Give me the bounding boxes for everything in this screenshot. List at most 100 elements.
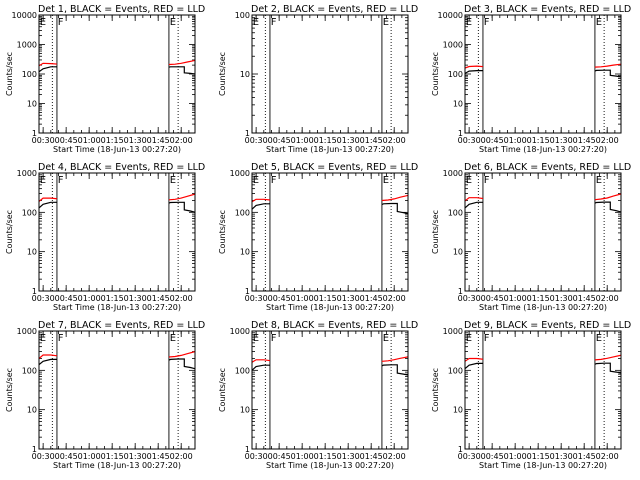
y-ticks [465,14,621,134]
x-ticks [42,15,190,133]
segment-marker-f: F [484,17,490,28]
plot-frame [464,14,622,134]
x-tick-label: 02:00 [170,294,193,303]
y-ticks [39,14,195,134]
y-tick-label: 10 [453,406,463,415]
series-group [39,343,196,370]
y-ticks [252,330,408,450]
plot-frame [464,172,622,292]
x-tick-label: 01:00 [78,452,101,461]
y-tick-label: 100 [448,208,463,217]
x-tick-label: 00:45 [55,452,78,461]
y-axis-label: Counts/sec [5,368,14,412]
x-axis-label: Start Time (18-Jun-13 00:27:20) [53,461,181,470]
segment-marker-e: E [253,175,259,186]
x-tick-label: 01:30 [337,294,360,303]
y-ticks [39,172,195,292]
x-axis-label: Start Time (18-Jun-13 00:27:20) [266,303,394,312]
x-ticks [255,331,403,449]
y-tick-label: 1 [245,445,250,454]
x-tick-label: 00:45 [481,452,504,461]
x-tick-label: 01:15 [101,136,124,145]
x-tick-label: 01:00 [291,452,314,461]
x-tick-label: 00:45 [268,452,291,461]
x-tick-label: 01:15 [314,452,337,461]
x-tick-label: 01:30 [337,452,360,461]
x-ticks [42,173,190,291]
panel-title: Det 6, BLACK = Events, RED = LLD [464,162,631,173]
segment-marker-f: F [484,175,490,186]
x-tick-label: 00:30 [32,294,55,303]
x-tick-label: 01:00 [504,294,527,303]
y-tick-label: 1000 [443,327,463,336]
x-axis-label: Start Time (18-Jun-13 00:27:20) [479,145,607,154]
y-axis-label: Counts/sec [218,210,227,254]
series-group [252,348,409,376]
series-group [465,347,621,374]
x-axis-label: Start Time (18-Jun-13 00:27:20) [266,461,394,470]
events-series-line [39,66,196,75]
y-tick-label: 1 [32,287,37,296]
y-tick-label: 10 [27,248,37,257]
x-tick-label: 01:00 [504,136,527,145]
x-ticks [42,331,190,449]
segment-marker-e: E [253,333,259,344]
y-tick-label: 10000 [438,11,463,20]
panel-title: Det 5, BLACK = Events, RED = LLD [251,162,418,173]
x-tick-label: 01:30 [550,136,573,145]
x-tick-label: 01:45 [360,452,383,461]
segment-marker-f: F [58,175,64,186]
segment-marker-e: E [253,17,259,28]
x-ticks [468,15,616,133]
detector-panel-5: Det 5, BLACK = Events, RED = LLD Counts/s… [218,162,418,312]
segment-marker-f: F [271,175,277,186]
plot-frame [251,14,409,134]
y-tick-label: 1000 [17,327,37,336]
y-tick-label: 1000 [443,41,463,50]
detector-panel-7: Det 7, BLACK = Events, RED = LLD Counts/s… [5,320,205,470]
y-tick-label: 10 [240,248,250,257]
series-group [465,186,621,213]
segment-marker-e: E [383,175,389,186]
lld-series-line [39,54,196,67]
y-tick-label: 1 [245,287,250,296]
plot-frame [38,14,196,134]
x-tick-label: 01:45 [360,294,383,303]
x-tick-label: 01:15 [314,136,337,145]
panel-title: Det 9, BLACK = Events, RED = LLD [464,320,631,331]
x-tick-label: 02:00 [383,452,406,461]
detector-panel-9: Det 9, BLACK = Events, RED = LLD Counts/s… [431,320,631,470]
x-tick-label: 00:30 [245,136,268,145]
plot-frame [38,172,196,292]
series-group [465,57,621,79]
lld-series-line [465,57,621,69]
x-axis-label: Start Time (18-Jun-13 00:27:20) [479,461,607,470]
y-tick-label: 1 [32,129,37,138]
panel-title: Det 8, BLACK = Events, RED = LLD [251,320,418,331]
y-tick-label: 1000 [230,169,250,178]
x-tick-label: 01:45 [573,452,596,461]
segment-marker-e: E [40,175,46,186]
x-ticks [468,331,616,449]
segment-marker-e: E [170,175,176,186]
y-ticks [252,14,408,134]
y-tick-label: 1000 [230,327,250,336]
y-tick-label: 1 [245,129,250,138]
plot-frame [251,330,409,450]
lld-series-line [39,186,196,202]
segment-marker-f: F [484,333,490,344]
y-tick-label: 100 [22,70,37,79]
panel-title: Det 3, BLACK = Events, RED = LLD [464,4,631,15]
x-tick-label: 00:45 [55,294,78,303]
panel-title: Det 1, BLACK = Events, RED = LLD [38,4,205,15]
y-tick-label: 100 [448,366,463,375]
segment-marker-e: E [40,17,46,28]
y-tick-label: 1000 [17,41,37,50]
events-series-line [465,362,621,374]
x-tick-label: 01:30 [550,452,573,461]
x-tick-label: 02:00 [170,452,193,461]
y-tick-label: 1 [458,287,463,296]
segment-marker-f: F [271,333,277,344]
x-tick-label: 01:45 [147,452,170,461]
